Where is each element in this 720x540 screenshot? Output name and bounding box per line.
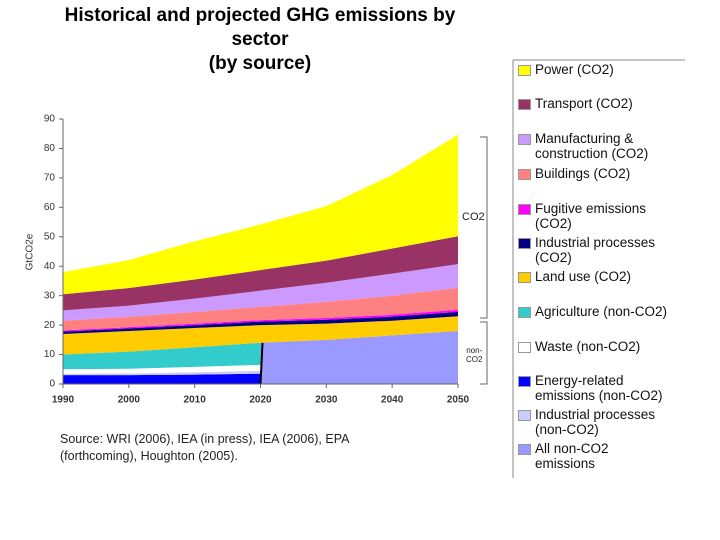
area xyxy=(63,287,458,331)
legend-label: All non-CO2 emissions xyxy=(535,441,609,471)
area xyxy=(63,316,458,355)
area xyxy=(63,264,458,321)
y-tick-label: 0 xyxy=(49,379,55,390)
y-tick-label: 10 xyxy=(44,349,56,360)
legend-label: Industrial processes (CO2) xyxy=(535,235,656,265)
y-tick-label: 90 xyxy=(44,114,56,125)
y-tick-label: 60 xyxy=(44,202,56,213)
legend-label: Agriculture (non-CO2) xyxy=(535,304,668,319)
area xyxy=(63,373,261,384)
legend-label: Transport (CO2) xyxy=(535,96,633,111)
y-tick-label: 50 xyxy=(44,231,56,242)
legend-swatch xyxy=(518,204,531,215)
series-cut-line xyxy=(259,342,264,385)
area xyxy=(63,236,458,311)
y-axis-label: GtCO2e xyxy=(25,233,36,270)
x-tick-label: 1990 xyxy=(52,395,75,406)
legend-swatch xyxy=(518,65,531,76)
area xyxy=(63,309,458,332)
legend-label: Energy-related emissions (non-CO2) xyxy=(535,373,663,403)
area xyxy=(63,364,261,374)
legend-swatch xyxy=(518,134,531,145)
area xyxy=(63,342,261,370)
legend-swatch xyxy=(518,444,531,455)
y-tick-label: 20 xyxy=(44,320,56,331)
x-tick-label: 2040 xyxy=(381,395,404,406)
legend-label: Buildings (CO2) xyxy=(535,166,631,181)
x-tick-label: 2030 xyxy=(315,395,338,406)
legend-swatch xyxy=(518,99,531,110)
x-tick-label: 2010 xyxy=(184,395,207,406)
x-tick-label: 2000 xyxy=(118,395,141,406)
area xyxy=(63,370,261,376)
legend-label: Manufacturing & construction (CO2) xyxy=(535,131,649,161)
y-tick-label: 80 xyxy=(44,143,56,154)
legend-label: Power (CO2) xyxy=(535,62,614,77)
y-tick-label: 70 xyxy=(44,173,56,184)
co2-bracket xyxy=(480,136,488,319)
annotation: non- CO2 xyxy=(466,346,483,364)
legend-label: Industrial processes (non-CO2) xyxy=(535,407,656,437)
legend-swatch xyxy=(518,307,531,318)
y-tick-label: 30 xyxy=(44,290,56,301)
legend-swatch xyxy=(518,169,531,180)
legend-label: Fugitive emissions (CO2) xyxy=(535,201,647,231)
legend-swatch xyxy=(518,238,531,249)
legend-label: Waste (non-CO2) xyxy=(535,339,641,354)
annotation: CO2 xyxy=(462,211,485,223)
y-tick-label: 40 xyxy=(44,261,56,272)
x-tick-label: 2050 xyxy=(447,395,470,406)
source-note: Source: WRI (2006), IEA (in press), IEA … xyxy=(60,432,350,463)
area xyxy=(63,311,458,334)
plot-area xyxy=(63,134,458,385)
legend-swatch xyxy=(518,272,531,283)
legend-swatch xyxy=(518,342,531,353)
area xyxy=(260,331,458,384)
non-co2-bracket xyxy=(480,321,488,385)
area xyxy=(63,134,458,295)
x-tick-label: 2020 xyxy=(249,395,272,406)
legend-swatch xyxy=(518,376,531,387)
legend-swatch xyxy=(518,410,531,421)
chart-title: Historical and projected GHG emissions b… xyxy=(64,5,456,74)
legend-label: Land use (CO2) xyxy=(535,269,632,284)
